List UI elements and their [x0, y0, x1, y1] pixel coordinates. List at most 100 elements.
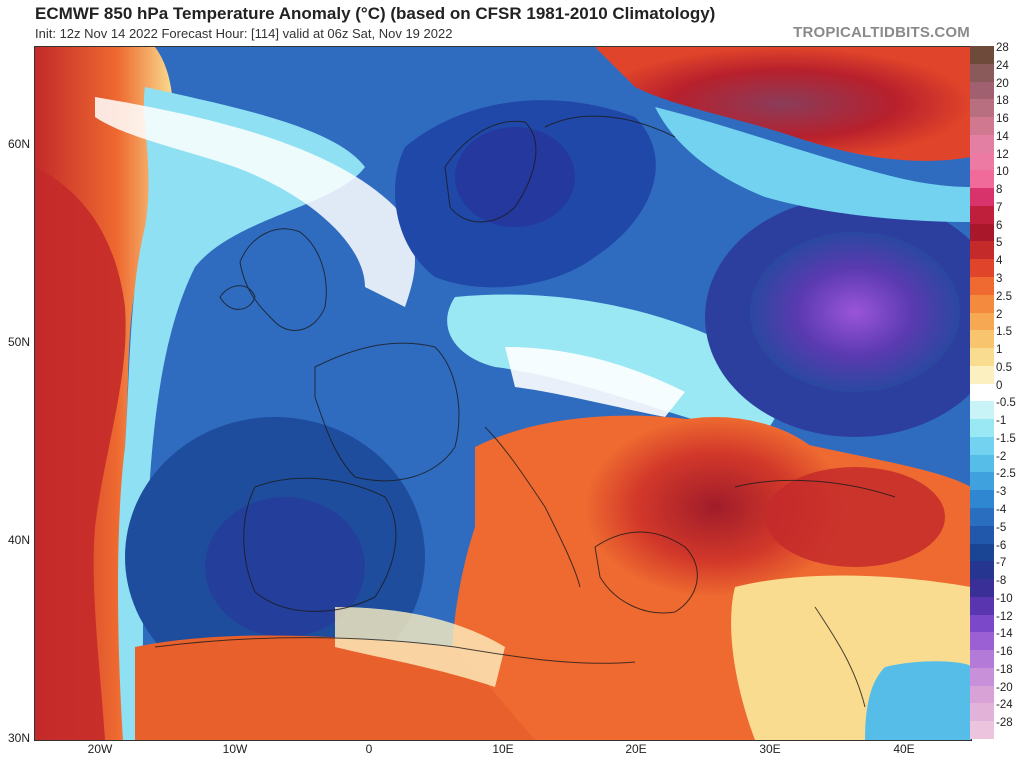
- legend-swatch: [970, 632, 994, 651]
- legend-entry: 4: [970, 255, 1024, 277]
- legend-label: 0: [996, 379, 1003, 392]
- legend-label: 14: [996, 130, 1009, 143]
- map-title: ECMWF 850 hPa Temperature Anomaly (°C) (…: [35, 4, 716, 23]
- legend-label: 4: [996, 255, 1003, 268]
- lon-label-30e: 30E: [759, 742, 781, 756]
- legend-label: 6: [996, 219, 1003, 232]
- legend-swatch: [970, 259, 994, 277]
- lon-label-10w: 10W: [222, 742, 248, 756]
- legend-entry: 3: [970, 273, 1024, 295]
- lon-label-20w: 20W: [87, 742, 113, 756]
- legend-entry: 6: [970, 220, 1024, 242]
- lat-label-40n: 40N: [7, 533, 30, 547]
- color-legend: 28 24 20 18 16 14 12 10 8 7 6 5 4 3 2.5 2 1.5 1 0.5 0 -0.5 -1…: [970, 42, 1024, 739]
- legend-swatch: [970, 419, 994, 437]
- legend-label: -0.5: [996, 397, 1016, 410]
- legend-swatch: [970, 436, 994, 455]
- legend-entry: 1.5: [970, 326, 1024, 349]
- arctic-warm-region: [595, 47, 971, 161]
- legend-swatch: [970, 401, 994, 420]
- legend-entry: 18: [970, 95, 1024, 118]
- legend-swatch: [970, 508, 994, 526]
- legend-entry: -16: [970, 646, 1024, 668]
- legend-label: -20: [996, 681, 1013, 694]
- legend-swatch: [970, 99, 994, 118]
- legend-swatch: [970, 117, 994, 135]
- legend-entry: -3: [970, 486, 1024, 508]
- legend-label: -16: [996, 646, 1013, 659]
- legend-swatch: [970, 561, 994, 580]
- legend-swatch: [970, 667, 994, 686]
- coastlines: [154, 115, 896, 708]
- legend-swatch: [970, 685, 994, 704]
- legend-label: -28: [996, 717, 1013, 730]
- baltic-cold-core: [455, 127, 575, 227]
- legend-swatch: [970, 650, 994, 668]
- legend-swatch: [970, 383, 994, 402]
- legend-swatch: [970, 330, 994, 349]
- legend-entry: -2: [970, 451, 1024, 473]
- legend-swatch: [970, 614, 994, 633]
- legend-swatch: [970, 46, 994, 64]
- legend-label: -18: [996, 663, 1013, 676]
- header: ECMWF 850 hPa Temperature Anomaly (°C) (…: [0, 0, 1024, 46]
- legend-swatch: [970, 579, 994, 597]
- legend-swatch: [970, 348, 994, 366]
- legend-label: -2: [996, 450, 1007, 463]
- legend-entry: 20: [970, 78, 1024, 100]
- legend-entry: -5: [970, 522, 1024, 544]
- legend-label: -3: [996, 486, 1007, 499]
- legend-label: 10: [996, 166, 1009, 179]
- legend-swatch: [970, 170, 994, 189]
- legend-entry: -8: [970, 575, 1024, 597]
- legend-swatch: [970, 525, 994, 544]
- arctic-cool-fringe: [655, 107, 971, 222]
- legend-label: 0.5: [996, 361, 1012, 374]
- legend-swatch: [970, 703, 994, 722]
- legend-label: 8: [996, 184, 1003, 197]
- legend-swatch: [970, 721, 994, 739]
- legend-label: -6: [996, 539, 1007, 552]
- legend-swatch: [970, 81, 994, 100]
- legend-entry: 2.5: [970, 291, 1024, 313]
- map-subtitle: Init: 12z Nov 14 2022 Forecast Hour: [11…: [35, 26, 453, 41]
- legend-entry: 7: [970, 202, 1024, 224]
- legend-swatch: [970, 365, 994, 384]
- legend-entry: -2.5: [970, 468, 1024, 491]
- legend-label: 28: [996, 42, 1009, 54]
- legend-entry: -18: [970, 664, 1024, 686]
- legend-entry: 2: [970, 309, 1024, 331]
- legend-swatch: [970, 472, 994, 491]
- anomaly-map[interactable]: [34, 46, 972, 741]
- legend-entry: 10: [970, 166, 1024, 189]
- legend-label: -14: [996, 628, 1013, 641]
- lon-label-40e: 40E: [893, 742, 915, 756]
- legend-label: 2: [996, 308, 1003, 321]
- legend-entry: -7: [970, 557, 1024, 580]
- legend-entry: 0.5: [970, 362, 1024, 384]
- legend-entry: 8: [970, 184, 1024, 206]
- legend-label: 12: [996, 148, 1009, 161]
- legend-swatch: [970, 596, 994, 615]
- cool-transition-band: [118, 87, 365, 740]
- legend-entry: -20: [970, 682, 1024, 704]
- legend-label: 18: [996, 95, 1009, 108]
- legend-entry: 5: [970, 237, 1024, 260]
- legend-entry: -6: [970, 540, 1024, 562]
- legend-label: 24: [996, 59, 1009, 72]
- legend-label: 1.5: [996, 326, 1012, 339]
- legend-entry: 1: [970, 344, 1024, 366]
- lat-label-60n: 60N: [7, 137, 30, 151]
- lon-label-20e: 20E: [625, 742, 647, 756]
- legend-label: -12: [996, 610, 1013, 623]
- legend-swatch: [970, 277, 994, 295]
- legend-label: 20: [996, 77, 1009, 90]
- legend-swatch: [970, 223, 994, 242]
- legend-swatch: [970, 134, 994, 153]
- legend-entry: -0.5: [970, 397, 1024, 420]
- legend-label: 7: [996, 201, 1003, 214]
- legend-swatch: [970, 294, 994, 313]
- legend-swatch: [970, 188, 994, 206]
- legend-label: 3: [996, 273, 1003, 285]
- legend-entry: -28: [970, 717, 1024, 739]
